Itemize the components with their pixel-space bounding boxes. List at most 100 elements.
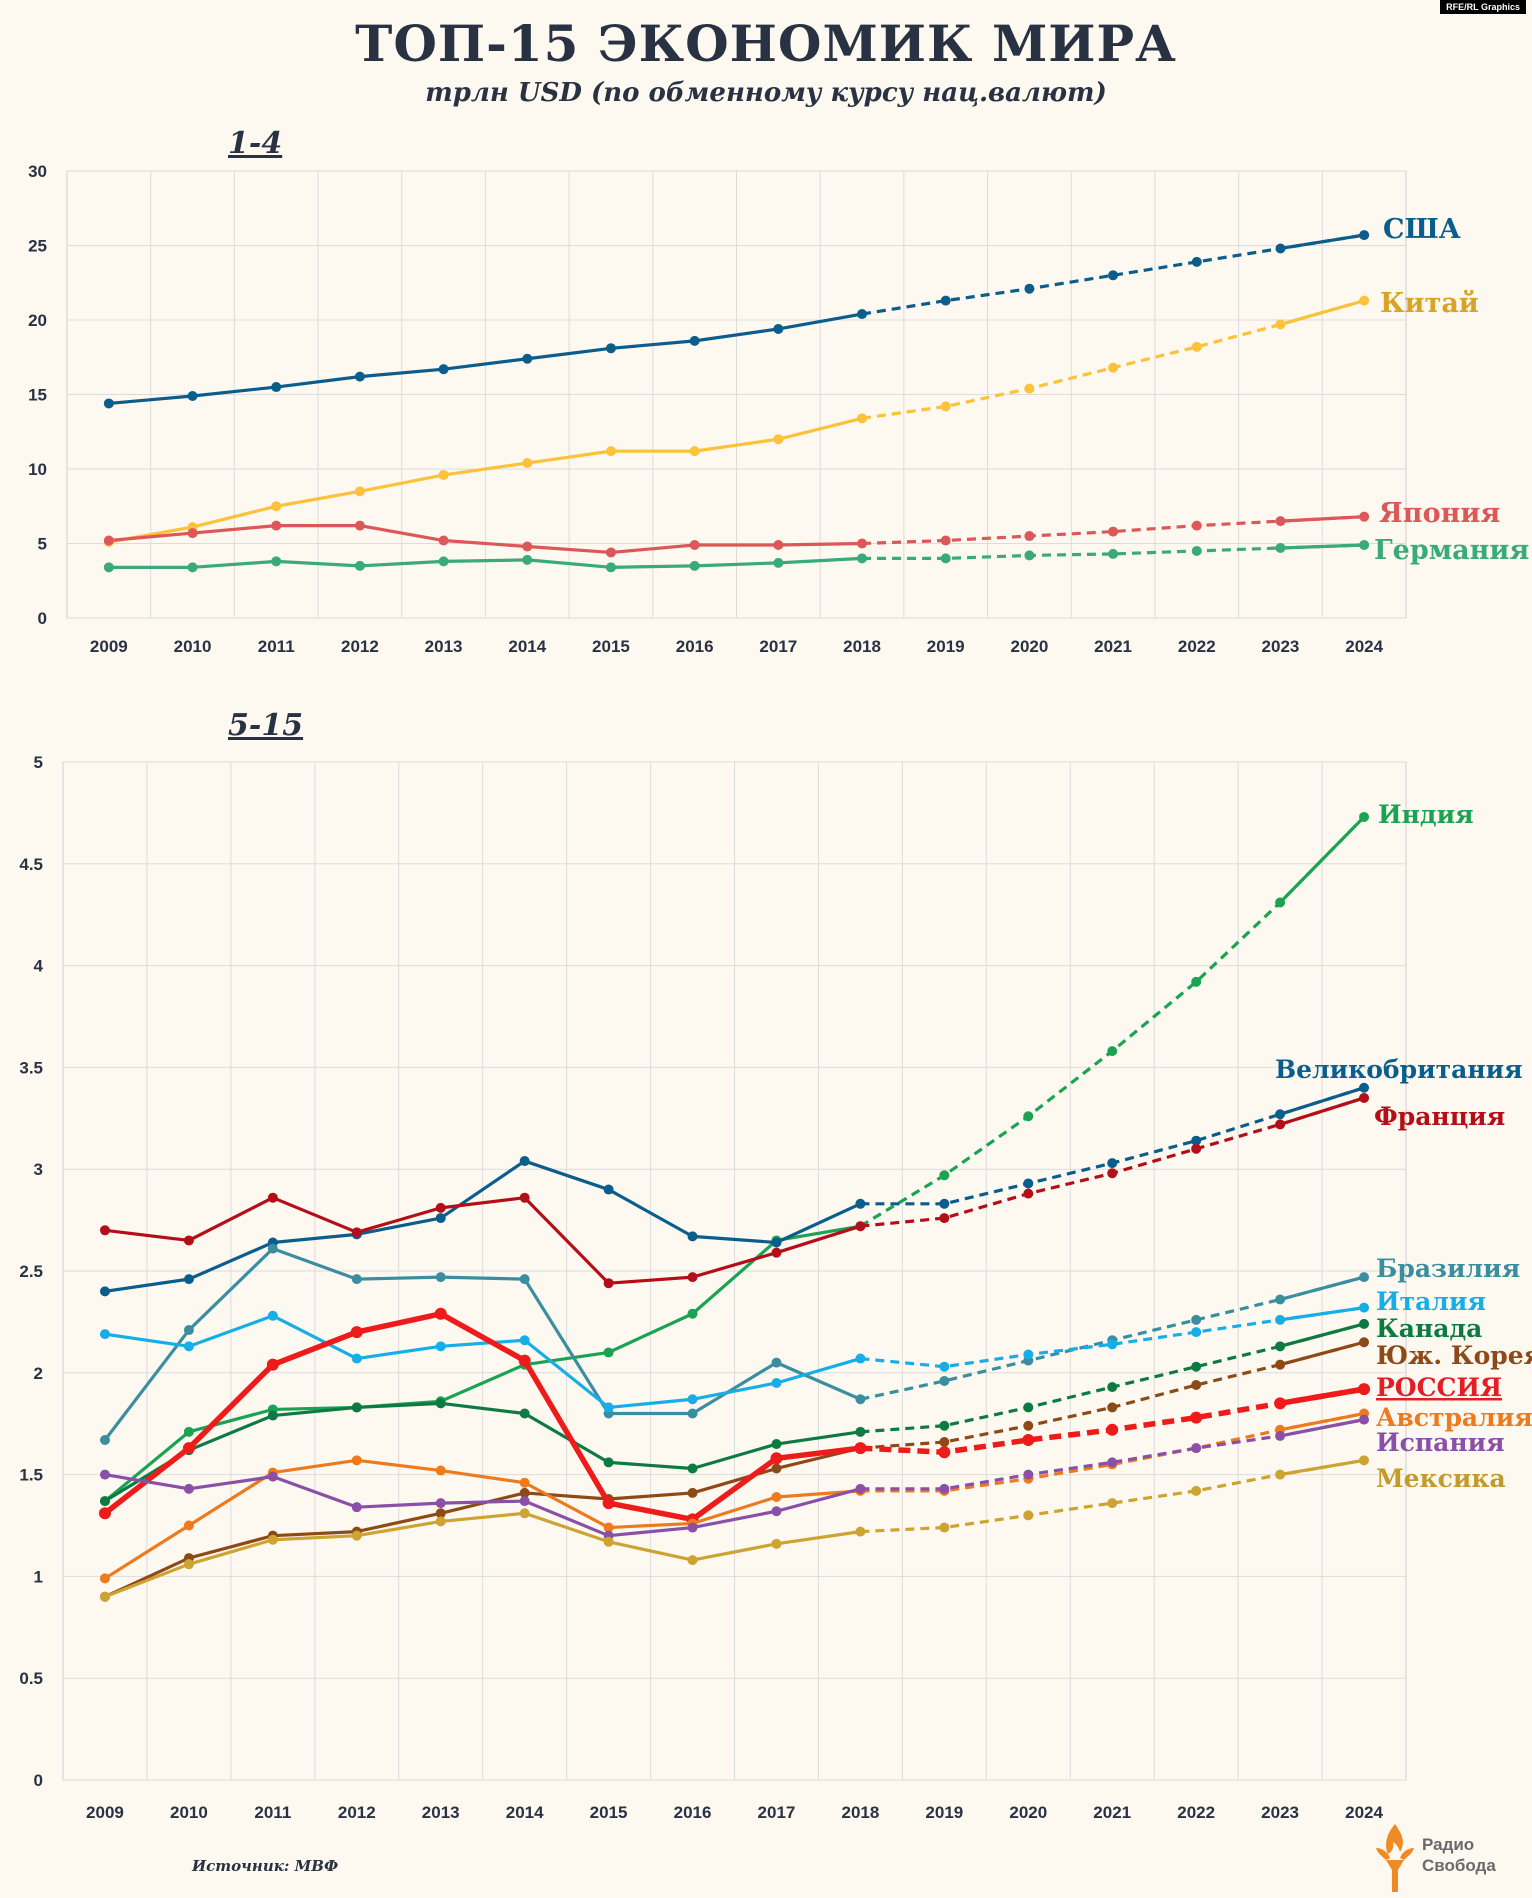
data-point	[183, 1274, 194, 1285]
series-япония: Япония	[103, 498, 1500, 558]
data-point	[1023, 1420, 1034, 1431]
series-label: Китай	[1380, 288, 1479, 319]
data-point	[1359, 1455, 1370, 1466]
data-point	[1022, 1433, 1035, 1446]
x-tick-label: 2021	[1093, 1803, 1131, 1822]
data-point	[771, 1247, 782, 1258]
series-line-actual	[104, 1401, 861, 1503]
data-point	[1275, 1109, 1286, 1120]
data-point	[771, 1491, 782, 1502]
torch-icon	[1376, 1824, 1414, 1892]
data-point	[939, 1437, 950, 1448]
logo-text: Радио Свобода	[1422, 1834, 1496, 1876]
x-tick-label: 2012	[338, 1803, 376, 1822]
data-point	[1359, 1092, 1370, 1103]
data-point	[99, 1469, 110, 1480]
data-point	[1191, 1143, 1202, 1154]
data-point	[187, 390, 198, 401]
data-point	[267, 1310, 278, 1321]
data-point	[854, 1442, 867, 1455]
page-title: ТОП-15 ЭКОНОМИК МИРА	[355, 14, 1177, 73]
data-point	[435, 1202, 446, 1213]
data-point	[940, 295, 951, 306]
data-point	[438, 535, 449, 546]
data-point	[267, 1410, 278, 1421]
data-point	[183, 1559, 194, 1570]
data-point	[605, 562, 616, 573]
data-point	[602, 1497, 615, 1510]
data-point	[687, 1272, 698, 1283]
data-point	[1359, 1337, 1370, 1348]
data-point	[687, 1463, 698, 1474]
data-point	[1024, 383, 1035, 394]
data-point	[1191, 1380, 1202, 1391]
x-tick-label: 2019	[925, 1803, 963, 1822]
data-point	[1275, 319, 1286, 330]
x-tick-label: 2017	[759, 637, 797, 656]
y-tick-label: 0	[34, 1771, 43, 1790]
data-point	[939, 1483, 950, 1494]
data-point	[267, 1243, 278, 1254]
data-point	[1275, 897, 1286, 908]
series-line-final	[1279, 1386, 1365, 1407]
data-point	[183, 1325, 194, 1336]
page-subtitle: трлн USD (по обменному курсу нац.валют)	[425, 78, 1107, 108]
series-италия: Италия	[99, 1287, 1486, 1413]
data-point	[1275, 1469, 1286, 1480]
data-point	[1358, 1383, 1371, 1396]
x-tick-label: 2017	[758, 1803, 796, 1822]
data-point	[435, 1213, 446, 1224]
data-point	[99, 1329, 110, 1340]
data-point	[1275, 1119, 1286, 1130]
data-point	[519, 1487, 530, 1498]
data-point	[99, 1591, 110, 1602]
y-tick-label: 4	[34, 957, 44, 976]
data-point	[773, 323, 784, 334]
data-point	[271, 382, 282, 393]
series-line-actual	[108, 416, 863, 544]
y-tick-label: 20	[28, 311, 47, 330]
data-point	[435, 1498, 446, 1509]
series-line-actual	[104, 1473, 861, 1538]
data-point	[939, 1170, 950, 1181]
series-line-final	[1279, 1411, 1365, 1432]
data-point	[351, 1402, 362, 1413]
series-испания: Испания	[99, 1414, 1505, 1541]
data-point	[1108, 548, 1119, 559]
data-point	[1106, 1423, 1119, 1436]
data-point	[271, 501, 282, 512]
data-point	[519, 1477, 530, 1488]
series-line-final	[1279, 1306, 1365, 1322]
data-point	[522, 541, 533, 552]
data-point	[687, 1308, 698, 1319]
data-point	[1108, 270, 1119, 281]
x-tick-label: 2012	[341, 637, 379, 656]
data-point	[1190, 1411, 1203, 1424]
data-point	[266, 1358, 279, 1371]
data-point	[771, 1463, 782, 1474]
data-point	[271, 556, 282, 567]
logo-line-2: Свобода	[1422, 1856, 1496, 1875]
y-tick-label: 5	[38, 535, 47, 554]
data-point	[939, 1522, 950, 1533]
data-point	[1108, 526, 1119, 537]
y-tick-label: 1.5	[19, 1466, 43, 1485]
data-point	[771, 1538, 782, 1549]
data-point	[939, 1198, 950, 1209]
series-label: Индия	[1378, 800, 1474, 829]
data-point	[1107, 1339, 1118, 1350]
x-tick-label: 2019	[927, 637, 965, 656]
data-point	[771, 1439, 782, 1450]
y-tick-label: 30	[28, 162, 47, 181]
x-tick-label: 2015	[592, 637, 630, 656]
series-line-actual	[103, 1247, 862, 1441]
series-line-actual	[108, 524, 863, 555]
data-point	[99, 1496, 110, 1507]
data-point	[267, 1534, 278, 1545]
series-line-final	[1280, 543, 1365, 550]
data-point	[1023, 1178, 1034, 1189]
x-tick-label: 2016	[674, 1803, 712, 1822]
series-label: Германия	[1374, 535, 1529, 566]
data-point	[434, 1307, 447, 1320]
data-point	[603, 1536, 614, 1547]
